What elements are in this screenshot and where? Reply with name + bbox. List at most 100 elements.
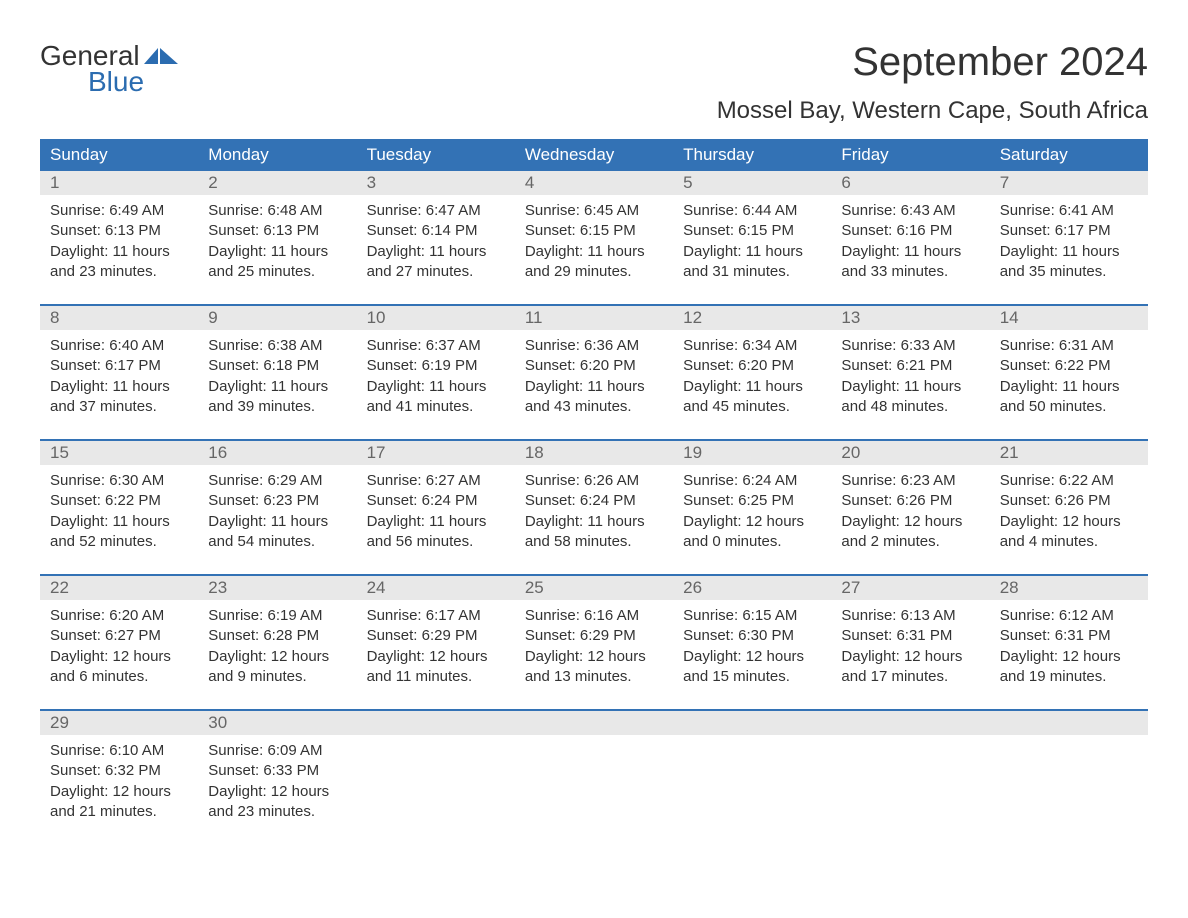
day-cell: 13Sunrise: 6:33 AMSunset: 6:21 PMDayligh… [831, 306, 989, 427]
sunset-text: Sunset: 6:17 PM [1000, 221, 1138, 241]
sunset-text: Sunset: 6:20 PM [683, 356, 821, 376]
sunset-text: Sunset: 6:30 PM [683, 626, 821, 646]
sunset-text: Sunset: 6:32 PM [50, 761, 188, 781]
day-number: 29 [50, 713, 69, 732]
daylight-text-1: Daylight: 12 hours [208, 647, 346, 667]
sunrise-text: Sunrise: 6:30 AM [50, 471, 188, 491]
sunset-text: Sunset: 6:24 PM [367, 491, 505, 511]
day-cell: 25Sunrise: 6:16 AMSunset: 6:29 PMDayligh… [515, 576, 673, 697]
day-content: Sunrise: 6:34 AMSunset: 6:20 PMDaylight:… [673, 330, 831, 427]
day-number-row: 29 [40, 711, 198, 735]
day-number-row: 15 [40, 441, 198, 465]
day-number: 8 [50, 308, 59, 327]
day-number: 27 [841, 578, 860, 597]
daylight-text-1: Daylight: 11 hours [1000, 377, 1138, 397]
day-number-row: 20 [831, 441, 989, 465]
daylight-text-2: and 19 minutes. [1000, 667, 1138, 687]
day-content: Sunrise: 6:20 AMSunset: 6:27 PMDaylight:… [40, 600, 198, 697]
day-number-row: 21 [990, 441, 1148, 465]
week-row: 8 Sunrise: 6:40 AMSunset: 6:17 PMDaylight… [40, 304, 1148, 427]
day-header-wednesday: Wednesday [515, 139, 673, 171]
daylight-text-2: and 45 minutes. [683, 397, 821, 417]
sunset-text: Sunset: 6:22 PM [50, 491, 188, 511]
daylight-text-1: Daylight: 11 hours [525, 377, 663, 397]
daylight-text-2: and 43 minutes. [525, 397, 663, 417]
day-number: 5 [683, 173, 692, 192]
day-number: 17 [367, 443, 386, 462]
daylight-text-1: Daylight: 12 hours [1000, 647, 1138, 667]
logo: General Blue [40, 40, 178, 98]
day-header-tuesday: Tuesday [357, 139, 515, 171]
daylight-text-2: and 52 minutes. [50, 532, 188, 552]
sunset-text: Sunset: 6:33 PM [208, 761, 346, 781]
day-cell [831, 711, 989, 832]
day-content: Sunrise: 6:37 AMSunset: 6:19 PMDaylight:… [357, 330, 515, 427]
day-cell: 23Sunrise: 6:19 AMSunset: 6:28 PMDayligh… [198, 576, 356, 697]
day-cell: 21Sunrise: 6:22 AMSunset: 6:26 PMDayligh… [990, 441, 1148, 562]
daylight-text-2: and 31 minutes. [683, 262, 821, 282]
sunrise-text: Sunrise: 6:23 AM [841, 471, 979, 491]
day-content: Sunrise: 6:27 AMSunset: 6:24 PMDaylight:… [357, 465, 515, 562]
day-content: Sunrise: 6:40 AMSunset: 6:17 PMDaylight:… [40, 330, 198, 427]
day-content: Sunrise: 6:26 AMSunset: 6:24 PMDaylight:… [515, 465, 673, 562]
day-number: 6 [841, 173, 850, 192]
daylight-text-1: Daylight: 11 hours [1000, 242, 1138, 262]
title-section: September 2024 Mossel Bay, Western Cape,… [717, 40, 1148, 125]
daylight-text-1: Daylight: 11 hours [683, 377, 821, 397]
day-content: Sunrise: 6:16 AMSunset: 6:29 PMDaylight:… [515, 600, 673, 697]
day-content: Sunrise: 6:41 AMSunset: 6:17 PMDaylight:… [990, 195, 1148, 292]
day-content: Sunrise: 6:43 AMSunset: 6:16 PMDaylight:… [831, 195, 989, 292]
day-header-friday: Friday [831, 139, 989, 171]
day-number: 7 [1000, 173, 1009, 192]
daylight-text-2: and 13 minutes. [525, 667, 663, 687]
day-number-row: 8 [40, 306, 198, 330]
day-cell: 5Sunrise: 6:44 AMSunset: 6:15 PMDaylight… [673, 171, 831, 292]
week-row: 29 Sunrise: 6:10 AMSunset: 6:32 PMDayligh… [40, 709, 1148, 832]
day-cell: 17 Sunrise: 6:27 AMSunset: 6:24 PMDayligh… [357, 441, 515, 562]
sunrise-text: Sunrise: 6:36 AM [525, 336, 663, 356]
day-content: Sunrise: 6:10 AMSunset: 6:32 PMDaylight:… [40, 735, 198, 832]
daylight-text-2: and 37 minutes. [50, 397, 188, 417]
sunrise-text: Sunrise: 6:12 AM [1000, 606, 1138, 626]
day-cell: 11Sunrise: 6:36 AMSunset: 6:20 PMDayligh… [515, 306, 673, 427]
day-cell: 30Sunrise: 6:09 AMSunset: 6:33 PMDayligh… [198, 711, 356, 832]
day-number: 23 [208, 578, 227, 597]
daylight-text-1: Daylight: 11 hours [50, 377, 188, 397]
day-content: Sunrise: 6:24 AMSunset: 6:25 PMDaylight:… [673, 465, 831, 562]
week-row: 22Sunrise: 6:20 AMSunset: 6:27 PMDayligh… [40, 574, 1148, 697]
sunset-text: Sunset: 6:28 PM [208, 626, 346, 646]
day-cell: 26Sunrise: 6:15 AMSunset: 6:30 PMDayligh… [673, 576, 831, 697]
daylight-text-1: Daylight: 11 hours [841, 242, 979, 262]
daylight-text-1: Daylight: 11 hours [208, 377, 346, 397]
daylight-text-1: Daylight: 11 hours [50, 242, 188, 262]
daylight-text-2: and 27 minutes. [367, 262, 505, 282]
header: General Blue September 2024 Mossel Bay, … [40, 40, 1148, 125]
sunrise-text: Sunrise: 6:27 AM [367, 471, 505, 491]
empty-day-number-row [990, 711, 1148, 735]
daylight-text-1: Daylight: 11 hours [367, 377, 505, 397]
day-number-row: 5 [673, 171, 831, 195]
day-number: 9 [208, 308, 217, 327]
week-row: 1Sunrise: 6:49 AMSunset: 6:13 PMDaylight… [40, 171, 1148, 292]
sunrise-text: Sunrise: 6:48 AM [208, 201, 346, 221]
sunset-text: Sunset: 6:13 PM [50, 221, 188, 241]
day-number: 30 [208, 713, 227, 732]
day-number-row: 10 [357, 306, 515, 330]
daylight-text-2: and 23 minutes. [208, 802, 346, 822]
day-cell: 10Sunrise: 6:37 AMSunset: 6:19 PMDayligh… [357, 306, 515, 427]
daylight-text-2: and 4 minutes. [1000, 532, 1138, 552]
empty-day-number-row [831, 711, 989, 735]
day-content: Sunrise: 6:48 AMSunset: 6:13 PMDaylight:… [198, 195, 356, 292]
daylight-text-2: and 25 minutes. [208, 262, 346, 282]
day-content: Sunrise: 6:49 AMSunset: 6:13 PMDaylight:… [40, 195, 198, 292]
day-number: 16 [208, 443, 227, 462]
daylight-text-1: Daylight: 12 hours [1000, 512, 1138, 532]
day-cell [357, 711, 515, 832]
logo-triangle-icon [144, 48, 158, 64]
day-content: Sunrise: 6:38 AMSunset: 6:18 PMDaylight:… [198, 330, 356, 427]
daylight-text-1: Daylight: 12 hours [841, 647, 979, 667]
day-content: Sunrise: 6:31 AMSunset: 6:22 PMDaylight:… [990, 330, 1148, 427]
day-cell: 27Sunrise: 6:13 AMSunset: 6:31 PMDayligh… [831, 576, 989, 697]
day-content: Sunrise: 6:22 AMSunset: 6:26 PMDaylight:… [990, 465, 1148, 562]
daylight-text-1: Daylight: 11 hours [208, 512, 346, 532]
